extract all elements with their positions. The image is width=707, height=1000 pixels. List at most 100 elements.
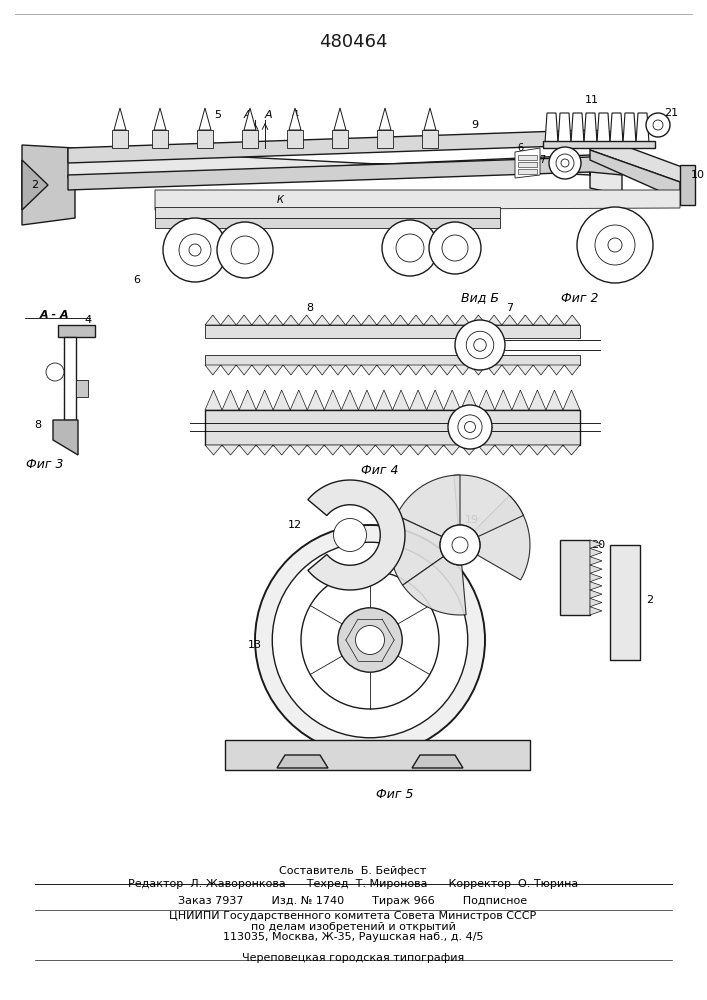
Polygon shape xyxy=(546,390,563,410)
Polygon shape xyxy=(512,390,529,410)
Text: 4: 4 xyxy=(84,315,92,325)
Polygon shape xyxy=(474,496,530,580)
Polygon shape xyxy=(273,445,291,455)
Text: 7: 7 xyxy=(539,155,545,165)
Polygon shape xyxy=(252,315,267,325)
Polygon shape xyxy=(412,755,463,768)
Polygon shape xyxy=(610,113,623,143)
Polygon shape xyxy=(529,390,546,410)
Polygon shape xyxy=(256,445,273,455)
Polygon shape xyxy=(486,315,502,325)
Polygon shape xyxy=(53,420,78,455)
Polygon shape xyxy=(325,390,341,410)
Polygon shape xyxy=(308,445,325,455)
Polygon shape xyxy=(287,130,303,148)
Polygon shape xyxy=(205,365,221,375)
Text: Фиг 5: Фиг 5 xyxy=(376,788,414,802)
Polygon shape xyxy=(478,445,495,455)
Text: 11: 11 xyxy=(585,95,599,105)
Polygon shape xyxy=(334,108,346,130)
Polygon shape xyxy=(533,315,549,325)
Polygon shape xyxy=(392,315,408,325)
Polygon shape xyxy=(543,141,655,148)
Text: 480464: 480464 xyxy=(319,33,387,51)
Polygon shape xyxy=(422,130,438,148)
Polygon shape xyxy=(64,337,76,420)
Polygon shape xyxy=(299,365,315,375)
Text: 4: 4 xyxy=(291,110,298,120)
Polygon shape xyxy=(22,160,48,210)
Polygon shape xyxy=(375,390,392,410)
Polygon shape xyxy=(221,315,236,325)
Circle shape xyxy=(448,405,492,449)
Polygon shape xyxy=(267,315,283,325)
Polygon shape xyxy=(22,145,75,225)
Circle shape xyxy=(301,571,439,709)
Text: 2: 2 xyxy=(31,180,39,190)
Polygon shape xyxy=(58,325,95,337)
Polygon shape xyxy=(152,130,168,148)
Polygon shape xyxy=(392,365,408,375)
Polygon shape xyxy=(443,445,461,455)
Polygon shape xyxy=(346,365,361,375)
Polygon shape xyxy=(563,390,580,410)
Polygon shape xyxy=(221,365,236,375)
Polygon shape xyxy=(409,390,426,410)
Polygon shape xyxy=(155,207,500,218)
Polygon shape xyxy=(518,162,537,167)
Polygon shape xyxy=(502,365,518,375)
Polygon shape xyxy=(423,315,439,325)
Polygon shape xyxy=(291,445,308,455)
Polygon shape xyxy=(291,390,308,410)
Polygon shape xyxy=(205,445,222,455)
Polygon shape xyxy=(518,155,537,160)
Polygon shape xyxy=(564,365,580,375)
Polygon shape xyxy=(471,315,486,325)
Text: 113035, Москва, Ж-35, Раушская наб., д. 4/5: 113035, Москва, Ж-35, Раушская наб., д. … xyxy=(223,932,484,942)
Text: А: А xyxy=(243,110,251,120)
Polygon shape xyxy=(346,315,361,325)
Polygon shape xyxy=(390,515,443,585)
Polygon shape xyxy=(478,390,495,410)
Circle shape xyxy=(646,113,670,137)
Text: 20: 20 xyxy=(591,540,605,550)
Polygon shape xyxy=(308,390,325,410)
Polygon shape xyxy=(564,315,580,325)
Text: А: А xyxy=(264,110,271,120)
Text: 10: 10 xyxy=(691,170,705,180)
Polygon shape xyxy=(408,365,423,375)
Polygon shape xyxy=(242,130,258,148)
Text: Вид Б: Вид Б xyxy=(461,292,499,304)
Polygon shape xyxy=(443,390,461,410)
Polygon shape xyxy=(68,157,622,190)
Polygon shape xyxy=(236,365,252,375)
Circle shape xyxy=(272,542,468,738)
Polygon shape xyxy=(222,445,239,455)
Text: 8: 8 xyxy=(306,303,314,313)
Polygon shape xyxy=(252,365,267,375)
Polygon shape xyxy=(315,315,330,325)
Text: 9: 9 xyxy=(472,120,479,130)
Polygon shape xyxy=(239,390,256,410)
Polygon shape xyxy=(199,108,211,130)
Polygon shape xyxy=(68,130,622,163)
Polygon shape xyxy=(332,130,348,148)
Polygon shape xyxy=(426,390,443,410)
Text: Составитель  Б. Бейфест: Составитель Б. Бейфест xyxy=(279,866,426,876)
Text: 6: 6 xyxy=(134,275,141,285)
Polygon shape xyxy=(315,365,330,375)
Polygon shape xyxy=(518,315,533,325)
Polygon shape xyxy=(590,598,602,607)
Polygon shape xyxy=(277,755,328,768)
Polygon shape xyxy=(377,315,392,325)
Circle shape xyxy=(577,207,653,283)
Text: 6: 6 xyxy=(517,143,523,153)
Circle shape xyxy=(440,525,480,565)
Polygon shape xyxy=(590,133,690,185)
Text: 5: 5 xyxy=(214,110,221,120)
Polygon shape xyxy=(545,113,558,143)
Polygon shape xyxy=(408,315,423,325)
Polygon shape xyxy=(397,475,460,537)
Polygon shape xyxy=(256,390,273,410)
Polygon shape xyxy=(590,150,680,200)
